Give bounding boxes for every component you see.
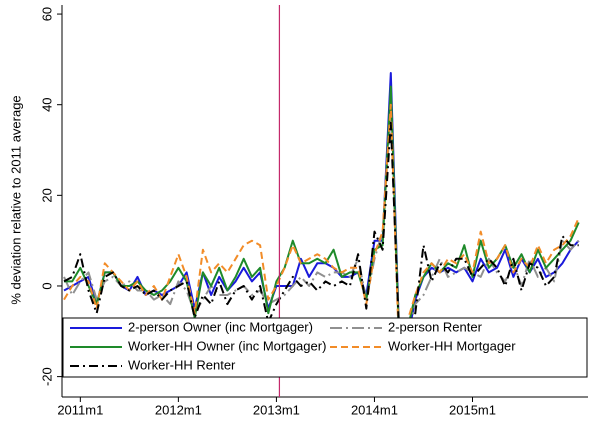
series-line xyxy=(63,112,580,342)
legend: 2-person Owner (inc Mortgager) 2-person R… xyxy=(62,317,588,378)
y-tick-label: 60 xyxy=(39,7,54,21)
x-tick-label: 2011m1 xyxy=(57,402,103,417)
x-tick-label: 2014m1 xyxy=(351,402,398,417)
y-tick-label: 0 xyxy=(39,282,54,289)
y-tick-label: 20 xyxy=(39,188,54,202)
legend-label: Worker-HH Mortgager xyxy=(388,338,516,353)
legend-label: 2-person Owner (inc Mortgager) xyxy=(128,319,313,334)
legend-box xyxy=(62,317,588,378)
legend-label: Worker-HH Renter xyxy=(128,357,236,372)
legend-label: 2-person Renter xyxy=(388,319,483,334)
x-tick-label: 2015m1 xyxy=(449,402,496,417)
series-line xyxy=(63,103,580,351)
y-tick-label: -20 xyxy=(39,367,54,386)
series-line xyxy=(63,121,579,351)
x-tick-label: 2013m1 xyxy=(253,402,300,417)
x-tick-label: 2012m1 xyxy=(155,402,202,417)
legend-label: Worker-HH Owner (inc Mortgager) xyxy=(128,338,326,353)
y-axis-title: % deviation relative to 2011 average xyxy=(8,95,23,304)
y-tick-label: 40 xyxy=(39,97,54,111)
